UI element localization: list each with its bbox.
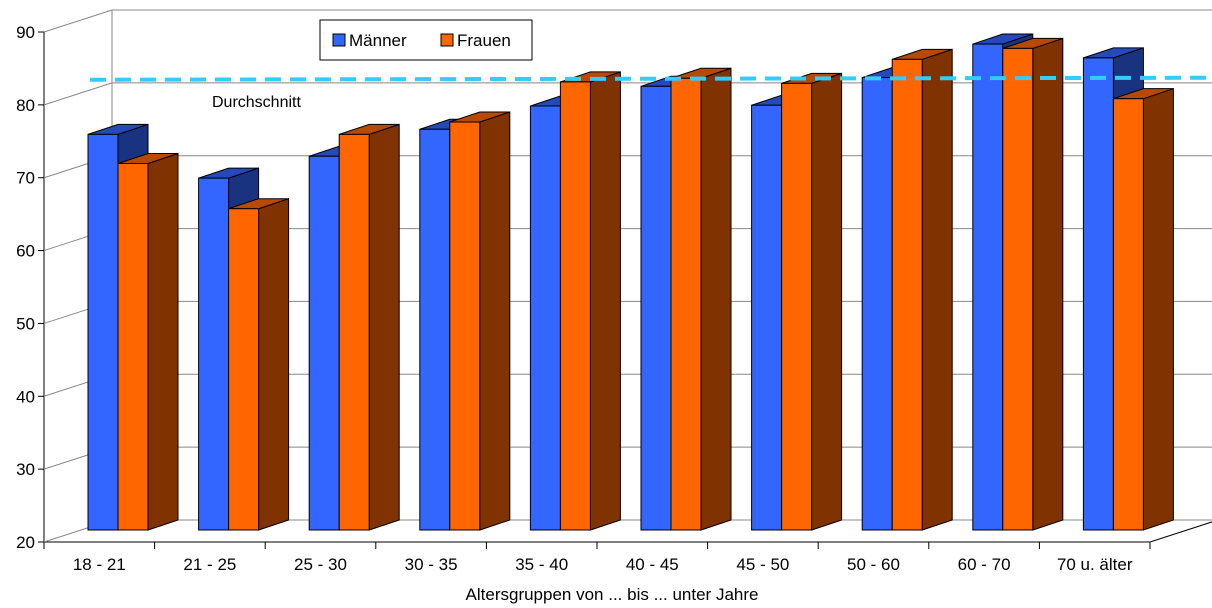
legend: Männer Frauen — [319, 19, 533, 61]
bar-frauen-30-35 — [449, 111, 511, 531]
bar-frauen-18-21 — [117, 152, 179, 531]
reference-line — [89, 75, 1211, 82]
bar-side — [147, 152, 179, 531]
reference-line-durchschnitt — [89, 75, 1211, 82]
bar-frauen-60-70 — [1002, 37, 1064, 531]
bar-front — [419, 128, 451, 531]
gridline-side — [43, 9, 113, 33]
x-tick-label-35-40: 35 - 40 — [515, 555, 568, 574]
floor-right-edge — [1149, 521, 1212, 543]
bar-side — [368, 123, 400, 531]
y-tick-label: 40 — [16, 387, 35, 406]
bar-frauen-50-60 — [891, 48, 953, 531]
y-tick-label: 30 — [16, 460, 35, 479]
y-tick-label: 20 — [16, 533, 35, 552]
bar-front — [861, 77, 893, 531]
x-tick-label-25-30: 25 - 30 — [294, 555, 347, 574]
bar-front — [228, 208, 260, 531]
bar-frauen-40-45 — [670, 67, 732, 531]
bar-front — [1002, 47, 1034, 531]
bar-side — [921, 48, 953, 531]
bar-side — [589, 71, 621, 531]
x-tick-label-60-70: 60 - 70 — [958, 555, 1011, 574]
legend-label-maenner: Männer — [349, 31, 407, 50]
bar-front — [117, 163, 149, 531]
bar-side — [1142, 87, 1174, 531]
bar-side — [700, 67, 732, 531]
x-tick-label-70-u-aelter: 70 u. älter — [1057, 555, 1133, 574]
bar-front — [1112, 98, 1144, 531]
bar-frauen-25-30 — [338, 123, 400, 531]
bar-side — [1032, 37, 1064, 531]
bar-side — [479, 111, 511, 531]
bar-side — [811, 72, 843, 531]
x-tick-label-18-21: 18 - 21 — [73, 555, 126, 574]
y-tick-label: 60 — [16, 242, 35, 261]
bar-front — [338, 133, 370, 531]
legend-box — [319, 19, 533, 61]
x-tick-label-40-45: 40 - 45 — [626, 555, 679, 574]
bar-frauen-21-25 — [228, 198, 290, 531]
bar-front — [670, 77, 702, 531]
legend-swatch-maenner — [332, 33, 346, 47]
x-tick-label-50-60: 50 - 60 — [847, 555, 900, 574]
x-tick-label-21-25: 21 - 25 — [183, 555, 236, 574]
bar-front — [891, 58, 923, 531]
bar-side — [258, 198, 290, 531]
x-axis: 18 - 21 21 - 25 25 - 30 30 - 35 35 - 40 40 - … — [43, 542, 1151, 574]
bar-front — [559, 81, 591, 531]
bar-front — [198, 177, 230, 531]
bar-front — [529, 105, 561, 531]
bar-front — [449, 121, 481, 531]
bar-frauen-70-u-aelter — [1112, 87, 1174, 531]
bar-front — [640, 85, 672, 531]
y-tick-label: 90 — [16, 23, 35, 42]
y-tick-label: 70 — [16, 169, 35, 188]
legend-swatch-frauen — [440, 33, 454, 47]
bars — [87, 33, 1174, 531]
reference-line-label: Durchschnitt — [212, 94, 301, 111]
bar-front — [87, 133, 119, 531]
bar-front — [1082, 57, 1114, 531]
legend-label-frauen: Frauen — [457, 31, 511, 50]
bar-frauen-35-40 — [559, 71, 621, 531]
y-tick-label: 80 — [16, 96, 35, 115]
y-tick-label: 50 — [16, 314, 35, 333]
x-axis-title: Altersgruppen von ... bis ... unter Jahr… — [466, 585, 759, 604]
bar-front — [751, 104, 783, 531]
bar-frauen-45-50 — [781, 72, 843, 531]
x-tick-label-45-50: 45 - 50 — [736, 555, 789, 574]
bar-front — [781, 82, 813, 531]
x-tick-label-30-35: 30 - 35 — [405, 555, 458, 574]
gridline-side — [43, 82, 113, 106]
bar-front — [972, 43, 1004, 531]
bar-front — [308, 155, 340, 531]
y-axis: 20 30 40 50 60 70 80 90 — [16, 23, 44, 552]
